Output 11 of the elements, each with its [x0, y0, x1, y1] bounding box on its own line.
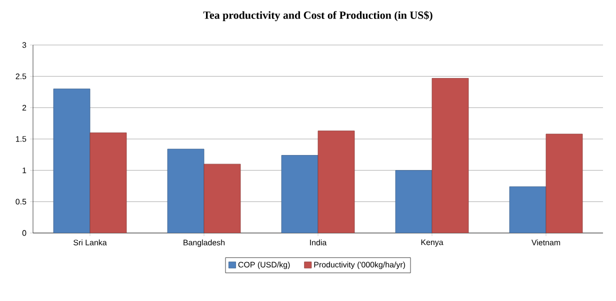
bar [318, 130, 355, 233]
bar [432, 78, 469, 233]
bar [281, 155, 318, 233]
bar [90, 132, 127, 233]
bar [53, 88, 90, 233]
bar [546, 134, 583, 233]
bar [204, 164, 241, 233]
bar [509, 186, 546, 233]
bar [167, 148, 204, 233]
bar [395, 170, 432, 233]
chart-title: Tea productivity and Cost of Production (in US$) [203, 10, 432, 22]
